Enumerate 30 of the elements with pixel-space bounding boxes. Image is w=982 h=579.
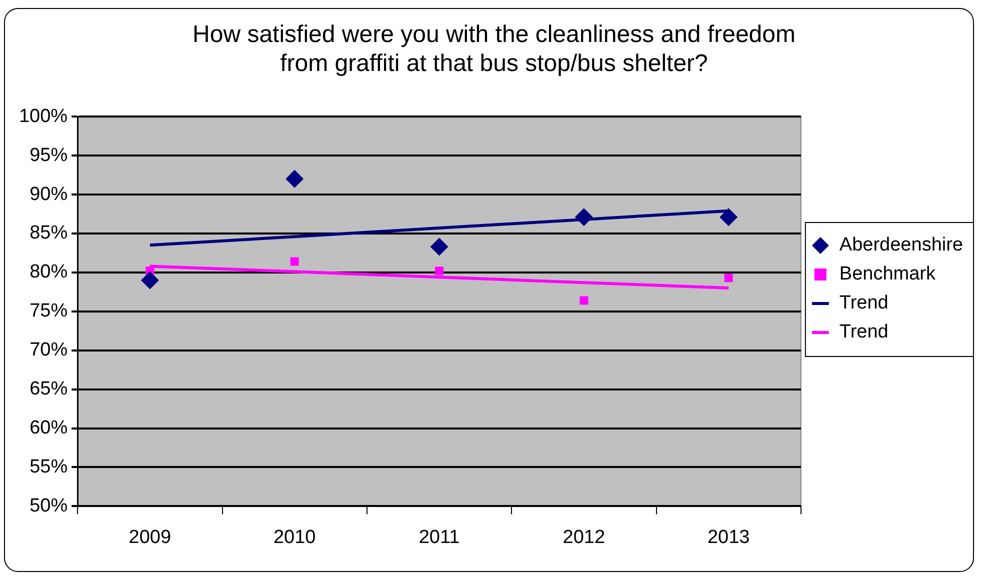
y-tick-label: 70% <box>30 340 68 361</box>
point <box>720 208 738 226</box>
point <box>580 296 588 305</box>
point <box>724 274 733 282</box>
y-tick-label: 60% <box>30 418 68 439</box>
point <box>290 257 299 266</box>
y-tick-label: 85% <box>30 222 68 244</box>
y-tick-label: 80% <box>30 262 68 283</box>
y-tick-label: 100% <box>18 106 68 127</box>
point <box>140 271 159 290</box>
legend-label: Benchmark <box>839 264 936 285</box>
y-tick-label: 65% <box>30 378 68 400</box>
x-tick-label: 2011 <box>418 526 460 548</box>
point <box>286 170 304 188</box>
chart-title: How satisfied were you with the cleanliness and freedom from graffiti at that bus stop/bus shelter? <box>192 21 796 77</box>
y-tick-label: 90% <box>30 184 68 205</box>
y-tick-label: 50% <box>30 495 68 516</box>
legend-label: Aberdeenshire <box>839 234 964 256</box>
point <box>574 208 593 226</box>
y-tick-label: 75% <box>30 300 68 322</box>
x-tick-label: 2013 <box>707 526 750 548</box>
x-tick-label: 2012 <box>562 526 606 548</box>
legend-label: Trend <box>839 322 888 343</box>
y-tick-label: 55% <box>30 456 68 478</box>
x-tick-label: 2010 <box>273 526 316 548</box>
y-tick-label: 95% <box>30 144 68 166</box>
point <box>430 238 448 256</box>
x-tick-label: 2009 <box>128 526 172 548</box>
legend-label: Trend <box>839 292 888 314</box>
point <box>435 266 444 276</box>
